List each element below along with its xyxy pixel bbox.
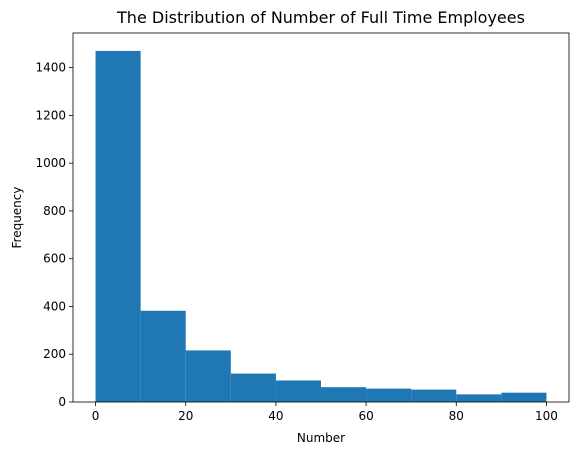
x-axis-label: Number — [297, 431, 345, 445]
chart-title: The Distribution of Number of Full Time … — [116, 8, 525, 27]
plot-frame — [72, 32, 570, 403]
histogram-bar-8 — [456, 394, 502, 402]
x-tick-label: 60 — [358, 409, 373, 423]
x-tick-label: 80 — [449, 409, 464, 423]
histogram-bar-7 — [411, 389, 457, 402]
y-tick-label: 1200 — [35, 108, 66, 122]
y-axis-label: Frequency — [10, 187, 24, 249]
y-tick-label: 0 — [58, 395, 66, 409]
histogram-bar-5 — [321, 387, 367, 402]
y-tick-label: 200 — [43, 347, 66, 361]
histogram-bar-1 — [140, 310, 186, 402]
y-tick-label: 600 — [43, 252, 66, 266]
x-ticks: 0 20 40 60 80 100 — [92, 402, 558, 423]
histogram-bar-2 — [185, 350, 231, 402]
y-ticks: 0 200 400 600 800 1000 1200 1400 — [35, 61, 73, 409]
histogram-bar-4 — [275, 380, 321, 402]
histogram-bar-9 — [501, 392, 547, 402]
x-tick-label: 100 — [535, 409, 558, 423]
y-tick-label: 1000 — [35, 156, 66, 170]
histogram-bar-0 — [95, 50, 141, 402]
y-tick-label: 1400 — [35, 61, 66, 75]
bars-layer — [95, 50, 547, 402]
x-tick-label: 0 — [92, 409, 100, 423]
x-tick-label: 20 — [178, 409, 193, 423]
x-tick-label: 40 — [268, 409, 283, 423]
y-tick-label: 400 — [43, 299, 66, 313]
histogram-bar-3 — [230, 373, 276, 402]
y-tick-label: 800 — [43, 204, 66, 218]
histogram-bar-6 — [366, 388, 412, 402]
